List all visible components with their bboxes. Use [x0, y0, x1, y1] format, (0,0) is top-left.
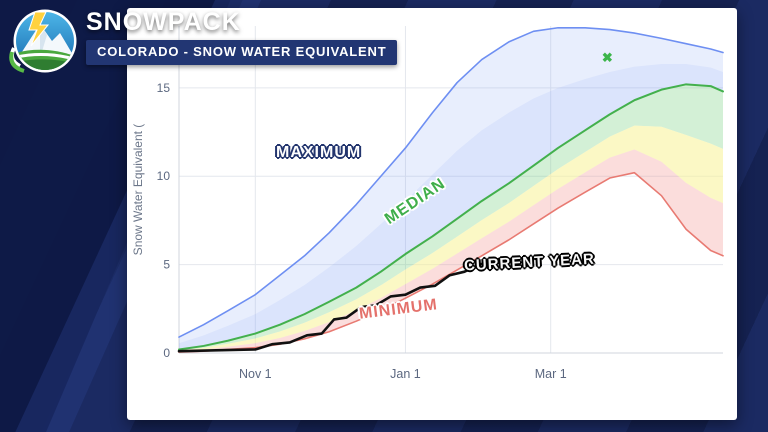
y-tick-label: 10 [157, 169, 171, 183]
x-tick-label: Mar 1 [535, 367, 567, 381]
x-tick-label: Jan 1 [390, 367, 421, 381]
snowpack-logo-icon [9, 9, 77, 73]
page-subtitle: COLORADO - SNOW WATER EQUIVALENT [97, 44, 387, 59]
y-tick-label: 15 [157, 81, 171, 95]
band-min [179, 149, 723, 353]
series-median-line [178, 83, 724, 351]
band-max-lower [179, 64, 723, 350]
y-tick-label: 5 [163, 258, 170, 272]
subtitle-bar: COLORADO - SNOW WATER EQUIVALENT [86, 40, 398, 65]
y-tick-label: 0 [163, 346, 170, 360]
series-current-year-line [177, 256, 506, 353]
band-mid [179, 125, 723, 352]
station-marker-icon: ✖ [602, 50, 613, 65]
page-title: SNOWPACK [86, 8, 241, 36]
band-median [179, 84, 723, 351]
band-max-upper [179, 27, 723, 344]
x-tick-label: Nov 1 [239, 367, 272, 381]
y-axis-title: Snow Water Equivalent ( [131, 124, 145, 256]
chart-card: 0 5 10 15 Nov 1 Jan 1 Mar 1 Snow Water Equivale… [127, 8, 737, 420]
series-maximum-line [178, 26, 724, 338]
swe-chart: 0 5 10 15 Nov 1 Jan 1 Mar 1 Snow Water Equivale… [131, 26, 724, 381]
